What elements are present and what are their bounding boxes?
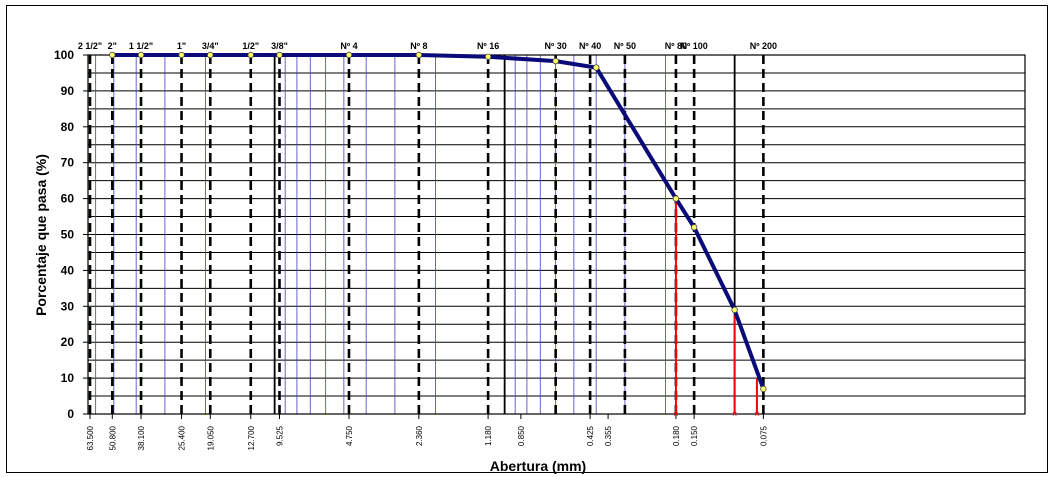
y-tick-label: 20 <box>61 335 75 349</box>
data-point <box>592 64 600 71</box>
data-point <box>247 51 254 59</box>
data-point <box>137 51 145 59</box>
x-tick-label: 63.500 <box>86 425 95 450</box>
y-tick-label: 0 <box>67 407 74 421</box>
sieve-label: Nº 200 <box>750 41 777 51</box>
sieve-label: 3/4" <box>202 41 219 51</box>
highlight-marker: × <box>754 409 759 419</box>
data-point <box>345 51 353 59</box>
sieve-label: Nº 40 <box>579 41 601 51</box>
data-point <box>276 51 283 59</box>
highlight-lines: × × × <box>673 198 760 419</box>
y-tick-label: 100 <box>54 48 74 62</box>
sieve-label: 2" <box>108 41 117 51</box>
data-point <box>109 51 116 59</box>
x-tick-label: 50.800 <box>108 425 117 450</box>
y-tick-label: 30 <box>61 299 75 313</box>
x-tick-label: 9.525 <box>275 425 284 446</box>
labels: 2 1/2" 2" 1 1/2" 1" 3/4" 1/2" 3/8" Nº 4 Nº 8 Nº 1… <box>54 41 777 450</box>
x-tick-label: 0.180 <box>672 425 681 446</box>
data-point <box>415 51 423 59</box>
chart-frame <box>6 5 1048 473</box>
x-tick-label: 1.180 <box>484 425 493 446</box>
x-tick-label: 0.850 <box>517 425 526 446</box>
x-tick-label: 25.400 <box>178 425 187 450</box>
sieve-label: Nº 8 <box>410 41 427 51</box>
data-point <box>731 306 738 314</box>
highlight-marker: × <box>732 409 737 419</box>
highlight-marker: × <box>673 409 678 419</box>
y-axis-title: Porcentaje que pasa (%) <box>33 154 49 316</box>
x-tick-label: 0.075 <box>759 425 768 446</box>
axes <box>83 54 1026 419</box>
sieve-label: Nº 100 <box>680 41 707 51</box>
data-point <box>178 51 185 59</box>
sieve-label: Nº 80 <box>665 41 687 51</box>
y-tick-label: 80 <box>61 120 75 134</box>
y-tick-label: 10 <box>61 371 75 385</box>
x-tick-label: 19.050 <box>206 425 215 450</box>
sieve-label: 3/8" <box>271 41 288 51</box>
x-tick-label: 0.355 <box>604 425 613 446</box>
y-tick-label: 40 <box>61 263 75 277</box>
data-point <box>690 224 698 231</box>
data-point <box>672 195 680 202</box>
sieve-label: Nº 16 <box>477 41 499 51</box>
x-axis-title: Abertura (mm) <box>490 458 586 474</box>
data-point <box>484 53 492 60</box>
data-point <box>552 57 559 65</box>
series <box>109 51 767 393</box>
sieve-label: 1 1/2" <box>129 41 153 51</box>
data-point <box>207 51 214 59</box>
sieve-label: 2 1/2" <box>78 41 102 51</box>
x-tick-label: 38.100 <box>137 425 146 450</box>
sieve-label: Nº 4 <box>340 41 357 51</box>
x-tick-label: 2.360 <box>415 425 424 446</box>
y-tick-label: 50 <box>61 228 75 242</box>
x-tick-label: 0.150 <box>690 425 699 446</box>
sieve-label: 1" <box>177 41 186 51</box>
grid <box>88 54 1025 415</box>
x-tick-label: 4.750 <box>345 425 354 446</box>
y-tick-label: 60 <box>61 192 75 206</box>
x-tick-label: 0.425 <box>586 425 595 446</box>
sieve-label: Nº 50 <box>614 41 636 51</box>
sieve-label: Nº 30 <box>545 41 567 51</box>
data-point <box>760 385 767 393</box>
y-tick-label: 90 <box>61 84 75 98</box>
y-tick-label: 70 <box>61 156 75 170</box>
x-tick-label: 12.700 <box>247 425 256 450</box>
sieve-label: 1/2" <box>242 41 259 51</box>
